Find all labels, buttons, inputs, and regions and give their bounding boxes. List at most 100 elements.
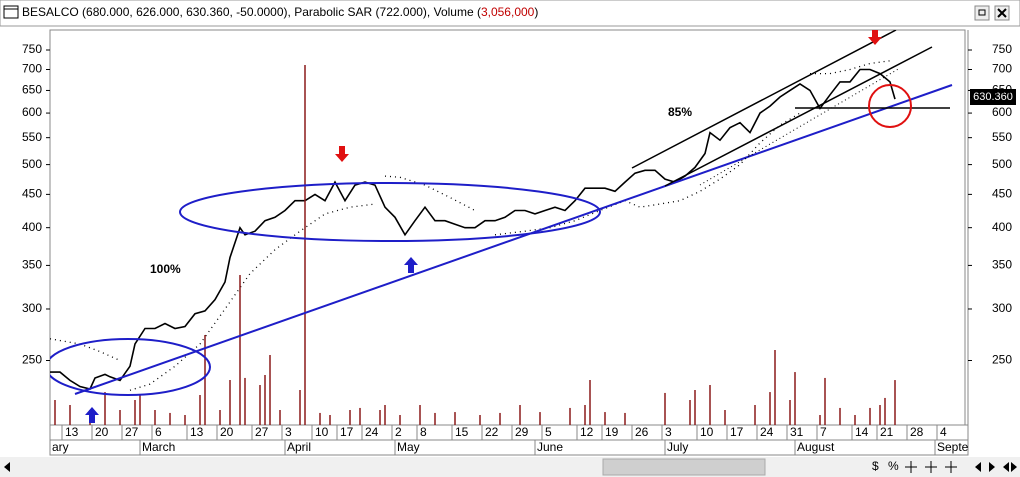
month-label: July [667, 440, 688, 454]
month-label: Septe [937, 440, 969, 454]
chart-title: BESALCO (680.000, 626.000, 630.360, -50.… [22, 5, 538, 19]
toolbar-icon[interactable]: $ [872, 459, 879, 473]
highlight-circle [868, 84, 912, 128]
volume-bar [349, 410, 351, 425]
channel-line [664, 46, 933, 187]
scroll-left[interactable] [4, 462, 10, 472]
title-text: BESALCO (680.000, 626.000, 630.360, -50.… [22, 5, 481, 19]
volume-bar [519, 405, 521, 425]
nav-arrows[interactable] [975, 462, 1017, 472]
volume-bar [299, 390, 301, 425]
x-tick-label: 10 [315, 425, 329, 439]
volume-bar [769, 392, 771, 425]
volume-bar [54, 400, 56, 425]
volume-bar [359, 407, 361, 425]
x-tick-label: 28 [910, 425, 924, 439]
x-tick-label: 17 [340, 425, 354, 439]
window-icon [3, 5, 19, 19]
volume-bar [69, 405, 71, 425]
y-tick-label-right: 550 [992, 130, 1012, 144]
close-icon [997, 8, 1007, 18]
y-tick-label: 450 [22, 187, 42, 201]
month-label: May [397, 440, 420, 454]
volume-bar [689, 400, 691, 425]
last-value-label: 630.360 [973, 91, 1013, 103]
y-tick-label-right: 500 [992, 157, 1012, 171]
volume-bar [219, 410, 221, 425]
restore-button[interactable] [974, 5, 990, 21]
x-tick-label: 13 [190, 425, 204, 439]
volume-bar [664, 392, 666, 425]
volume-bar [169, 412, 171, 425]
volume-bar [709, 385, 711, 425]
volume-bar [724, 410, 726, 425]
volume-bar [839, 407, 841, 425]
volume-bar [139, 395, 141, 425]
volume-bar [794, 372, 796, 425]
y-tick-label-right: 600 [992, 105, 1012, 119]
volume-bar [754, 405, 756, 425]
channel-line [631, 30, 897, 169]
volume-bar [154, 410, 156, 425]
volume-bar [379, 410, 381, 425]
volume-bar [894, 380, 896, 425]
volume-bar [304, 65, 306, 425]
toolbar-icon[interactable]: % [888, 459, 899, 473]
volume-bar [539, 412, 541, 425]
month-label: August [797, 440, 835, 454]
x-tick-label: 31 [790, 425, 804, 439]
volume-bar [869, 407, 871, 425]
volume-bar [259, 385, 261, 425]
y-tick-label-right: 750 [992, 42, 1012, 56]
annotation: 85% [668, 105, 692, 119]
y-tick-label: 500 [22, 157, 42, 171]
y-tick-label-right: 700 [992, 62, 1012, 76]
x-tick-label: 29 [515, 425, 529, 439]
volume-bar [624, 412, 626, 425]
toolbar-icons[interactable] [905, 461, 957, 473]
trend-line [74, 84, 953, 395]
x-tick-label: 20 [220, 425, 234, 439]
x-tick-label: 27 [255, 425, 269, 439]
price-line [50, 68, 896, 390]
volume-bar [184, 415, 186, 425]
volume-bar [269, 355, 271, 425]
x-tick-label: 26 [635, 425, 649, 439]
x-tick-label: 4 [940, 425, 947, 439]
y-tick-label: 350 [22, 258, 42, 272]
volume-bar [499, 412, 501, 425]
volume-bar [454, 412, 456, 425]
scroll-thumb[interactable] [602, 458, 766, 476]
volume-bar [774, 350, 776, 425]
volume-bar [384, 405, 386, 425]
volume-bar [434, 412, 436, 425]
month-label: ary [52, 440, 69, 454]
scrollbar [0, 457, 1020, 477]
y-tick-label-right: 400 [992, 220, 1012, 234]
volume-bar [279, 410, 281, 425]
x-tick-label: 5 [545, 425, 552, 439]
month-label: June [537, 440, 563, 454]
x-tick-label: 7 [820, 425, 827, 439]
x-tick-label: 24 [365, 425, 379, 439]
x-tick-label: 10 [700, 425, 714, 439]
y-tick-label: 250 [22, 353, 42, 367]
volume-bar [569, 407, 571, 425]
x-tick-label: 21 [880, 425, 894, 439]
volume-bar [229, 380, 231, 425]
volume-bar [854, 415, 856, 425]
down-arrow [868, 30, 882, 45]
y-tick-label-right: 250 [992, 353, 1012, 367]
volume-bar [119, 410, 121, 425]
volume-bar [239, 275, 241, 425]
x-tick-label: 3 [285, 425, 292, 439]
y-tick-label: 750 [22, 42, 42, 56]
up-arrow [404, 257, 418, 273]
ellipse [50, 338, 211, 396]
x-tick-label: 17 [730, 425, 744, 439]
x-tick-label: 6 [155, 425, 162, 439]
ellipse [179, 182, 601, 242]
volume-bar [199, 395, 201, 425]
volume-bar [104, 392, 106, 425]
